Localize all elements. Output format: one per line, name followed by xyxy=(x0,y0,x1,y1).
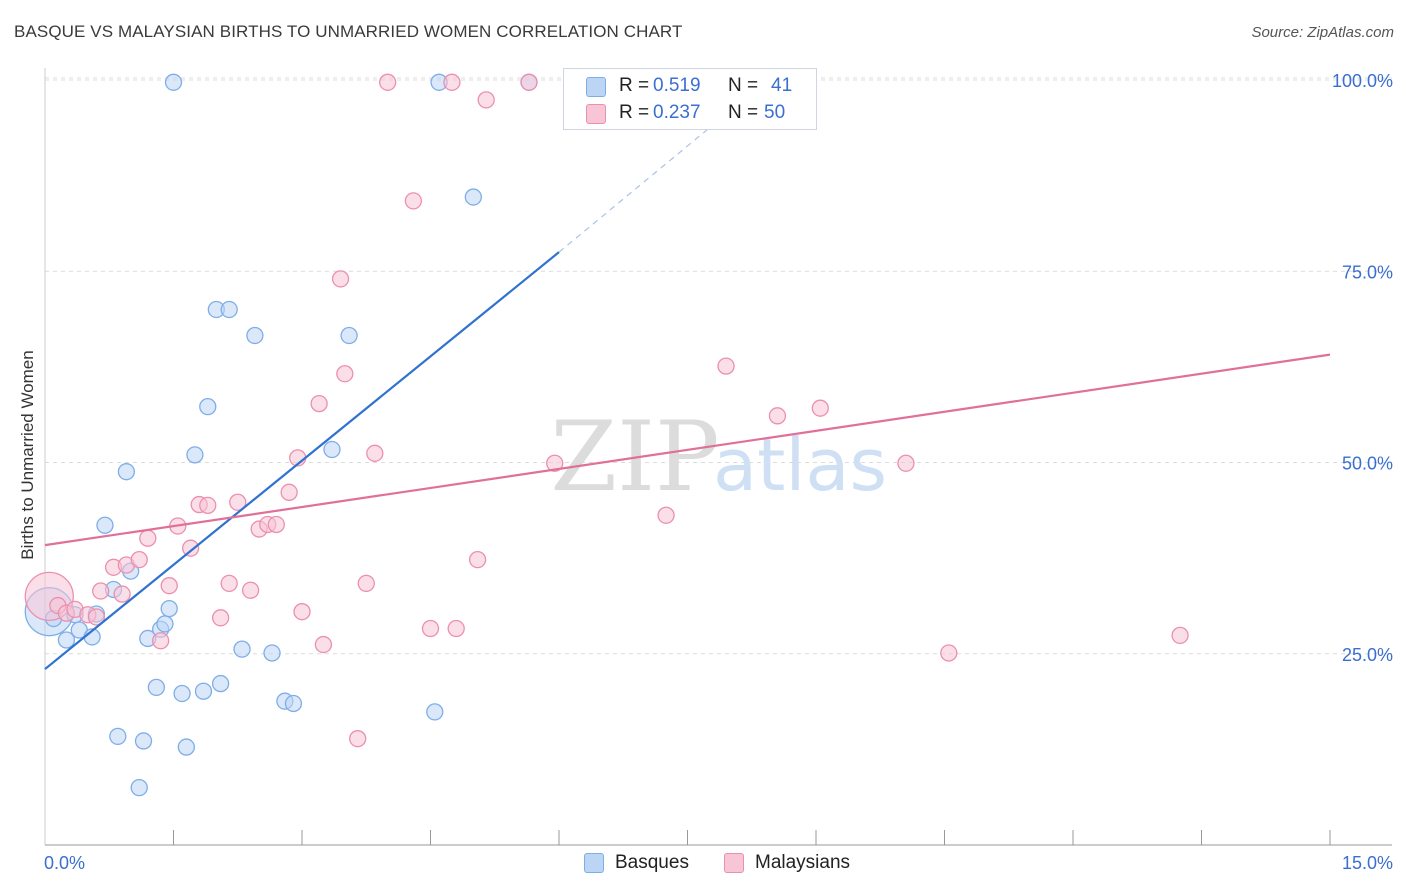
n-label: N = xyxy=(728,75,759,96)
basques-point xyxy=(340,326,358,345)
malaysians-point xyxy=(336,365,354,383)
malaysians-point xyxy=(897,454,915,472)
malaysians-point xyxy=(241,581,260,599)
malaysians-point xyxy=(447,619,465,638)
basques-point xyxy=(426,703,444,721)
basques-point xyxy=(147,678,166,697)
r-value: 0.237 xyxy=(653,102,701,123)
basques-point xyxy=(199,398,217,416)
data-points xyxy=(24,73,1189,797)
malaysians-point xyxy=(717,357,735,375)
malaysians-point xyxy=(811,399,829,417)
malaysians-point xyxy=(280,483,298,501)
malaysians-point xyxy=(151,632,170,650)
basques-point xyxy=(173,684,191,703)
y-tick-label: 50.0% xyxy=(1342,454,1393,474)
basques-point xyxy=(211,674,230,693)
basques-point xyxy=(96,516,114,534)
x-tick-label: 0.0% xyxy=(44,853,85,873)
malaysians-point xyxy=(468,551,487,569)
basques-point xyxy=(134,732,153,750)
y-axis-label: Births to Unmarried Women xyxy=(18,350,37,560)
malaysians-point xyxy=(314,635,333,654)
malaysians-point xyxy=(293,603,311,621)
malaysians-point xyxy=(160,577,178,595)
basques-swatch xyxy=(584,853,604,873)
tick-labels: 25.0% 50.0% 75.0% 100.0% 0.0% 15.0% xyxy=(44,71,1393,873)
malaysians-point xyxy=(1171,626,1189,645)
r-value: 0.519 xyxy=(653,75,701,96)
malaysians-point xyxy=(940,644,958,662)
malaysians-point xyxy=(404,192,423,210)
malaysians-point xyxy=(139,529,157,547)
malaysians-point xyxy=(92,582,110,600)
y-tick-label: 75.0% xyxy=(1342,262,1393,282)
r-label: R = xyxy=(619,102,650,123)
basques-point xyxy=(164,73,183,91)
malaysians-point xyxy=(87,608,106,626)
malaysians-point xyxy=(421,619,440,638)
n-value: 41 xyxy=(771,75,793,96)
basques-point xyxy=(220,300,238,319)
basques-swatch xyxy=(586,77,606,97)
malaysians-point xyxy=(220,574,238,593)
watermark: ZIP atlas xyxy=(550,401,887,513)
malaysians-point xyxy=(229,493,247,511)
legend-label-malaysians: Malaysians xyxy=(755,852,851,873)
basques-point xyxy=(284,694,303,713)
basques-point xyxy=(233,640,251,658)
basques-point xyxy=(117,463,136,481)
malaysians-point xyxy=(331,270,350,288)
malaysians-point xyxy=(113,585,131,603)
stats-legend: R = 0.519 N = 41 R = 0.237 N = 50 xyxy=(563,68,817,130)
chart-title: BASQUE VS MALAYSIAN BIRTHS TO UNMARRIED … xyxy=(14,22,683,41)
basques-point xyxy=(109,727,127,746)
basques-point xyxy=(177,738,196,756)
x-tick-label: 15.0% xyxy=(1342,853,1393,873)
malaysians-point xyxy=(130,551,148,569)
malaysians-point xyxy=(546,454,564,472)
malaysians-point xyxy=(366,444,384,462)
basques-point xyxy=(160,599,178,618)
malaysians-swatch xyxy=(586,104,606,124)
basques-point xyxy=(464,188,482,206)
y-tick-label: 25.0% xyxy=(1342,645,1393,665)
basques-trend-line xyxy=(44,251,560,670)
basques-point xyxy=(323,440,341,459)
watermark-atlas: atlas xyxy=(713,423,887,507)
basques-point xyxy=(246,326,264,345)
malaysians-point xyxy=(211,609,230,627)
malaysians-trend-line xyxy=(44,353,1331,547)
r-label: R = xyxy=(619,75,650,96)
basques-point xyxy=(156,615,174,633)
basques-point xyxy=(194,682,213,700)
n-value: 50 xyxy=(764,102,786,123)
y-tick-label: 100.0% xyxy=(1332,71,1393,91)
basques-point xyxy=(263,644,281,662)
source-credit: Source: ZipAtlas.com xyxy=(1251,24,1394,41)
malaysians-point xyxy=(477,91,495,109)
malaysians-point xyxy=(181,539,200,557)
legend-label-basques: Basques xyxy=(615,852,689,873)
basques-point xyxy=(130,778,148,797)
trend-lines xyxy=(44,81,1331,670)
malaysians-point xyxy=(310,394,328,413)
malaysians-point xyxy=(267,515,285,534)
malaysians-point xyxy=(379,73,397,91)
malaysians-point xyxy=(357,574,375,593)
malaysians-point xyxy=(349,730,367,748)
basques-point xyxy=(186,446,204,464)
malaysians-point xyxy=(520,73,538,91)
basques-point xyxy=(57,631,76,649)
malaysians-point xyxy=(768,407,787,425)
malaysians-swatch xyxy=(724,853,744,873)
malaysians-point xyxy=(443,73,461,91)
axes xyxy=(44,68,1392,846)
malaysians-point xyxy=(657,506,675,524)
malaysians-point xyxy=(199,496,217,514)
n-label: N = xyxy=(728,102,759,123)
